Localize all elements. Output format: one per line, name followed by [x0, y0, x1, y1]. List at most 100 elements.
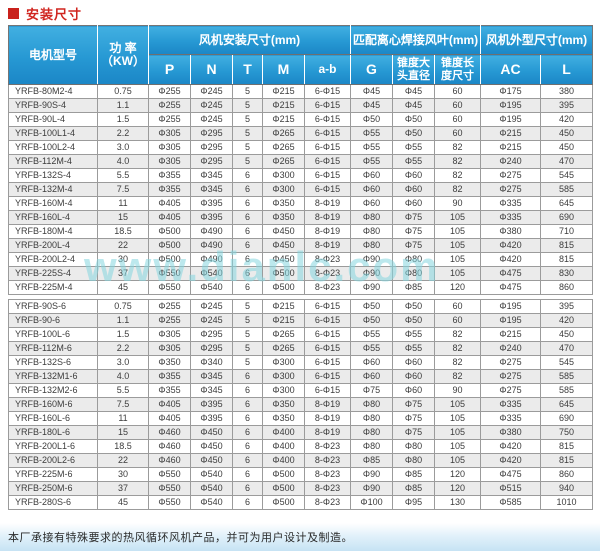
value-cell: Φ245 [190, 313, 233, 328]
value-cell: 5.5 [97, 168, 149, 183]
table-row: YRFB-160L-4 15 Φ405 Φ395 6 Φ350 8-Φ19 Φ80 Φ75 105… [8, 210, 594, 225]
header-group-install-dims: 风机安装尺寸(mm) [148, 25, 351, 55]
value-cell: 82 [434, 341, 481, 356]
value-cell: 18.5 [97, 439, 149, 454]
value-cell: Φ305 [148, 140, 191, 155]
value-cell: Φ400 [262, 453, 305, 468]
value-cell: Φ540 [190, 481, 233, 496]
value-cell: Φ500 [148, 238, 191, 253]
value-cell: Φ55 [392, 341, 435, 356]
value-cell: Φ400 [262, 425, 305, 440]
value-cell: Φ395 [190, 196, 233, 211]
value-cell: Φ80 [392, 453, 435, 468]
model-cell: YRFB-160L-6 [8, 411, 98, 426]
value-cell: Φ300 [262, 182, 305, 197]
value-cell: Φ80 [392, 252, 435, 267]
value-cell: Φ75 [392, 425, 435, 440]
value-cell: Φ215 [262, 112, 305, 127]
value-cell: 710 [540, 224, 594, 239]
value-cell: Φ90 [350, 467, 393, 482]
value-cell: 380 [540, 84, 594, 99]
value-cell: Φ395 [190, 210, 233, 225]
model-cell: YRFB-225M-4 [8, 280, 98, 295]
value-cell: Φ215 [480, 140, 542, 155]
value-cell: Φ275 [480, 182, 542, 197]
value-cell: 8-Φ19 [304, 238, 351, 253]
value-cell: 60 [434, 313, 481, 328]
header-g: G [350, 54, 393, 85]
value-cell: Φ80 [350, 425, 393, 440]
value-cell: 5 [232, 355, 263, 370]
table-row: YRFB-225S-4 37 Φ550 Φ540 6 Φ500 8-Φ23 Φ90 Φ80 105… [8, 266, 594, 281]
value-cell: Φ350 [262, 196, 305, 211]
value-cell: Φ460 [148, 453, 191, 468]
value-cell: 120 [433, 280, 482, 295]
value-cell: 645 [540, 397, 593, 412]
value-cell: Φ335 [480, 196, 542, 211]
header-l: L [540, 54, 594, 85]
model-cell: YRFB-100L-6 [8, 327, 98, 342]
value-cell: 8-Φ23 [304, 252, 351, 267]
value-cell: Φ265 [262, 154, 305, 169]
table-row: YRFB-225M-4 45 Φ550 Φ540 6 Φ500 8-Φ23 Φ90 Φ85 120… [8, 280, 594, 295]
value-cell: 8-Φ23 [304, 495, 351, 510]
value-cell: Φ295 [190, 327, 233, 342]
model-cell: YRFB-200L-4 [8, 238, 98, 253]
value-cell: Φ60 [350, 168, 393, 183]
value-cell: Φ275 [480, 355, 541, 370]
value-cell: 645 [540, 196, 594, 211]
value-cell: Φ75 [392, 397, 435, 412]
value-cell: Φ550 [148, 266, 191, 281]
value-cell: Φ60 [392, 182, 435, 197]
value-cell: Φ500 [262, 495, 305, 510]
value-cell: 815 [540, 252, 594, 267]
table-row: YRFB-200L2-4 30 Φ500 Φ490 6 Φ450 8-Φ23 Φ90 Φ80 10… [8, 252, 594, 267]
value-cell: 120 [434, 467, 481, 482]
value-cell: Φ75 [392, 210, 435, 225]
value-cell: Φ215 [262, 313, 305, 328]
value-cell: Φ80 [350, 439, 393, 454]
value-cell: Φ55 [350, 140, 393, 155]
value-cell: Φ255 [148, 84, 191, 99]
value-cell: Φ265 [262, 126, 305, 141]
value-cell: Φ80 [350, 397, 393, 412]
value-cell: 8-Φ23 [304, 467, 351, 482]
table-row: YRFB-90S-4 1.1 Φ255 Φ245 5 Φ215 6-Φ15 Φ45 Φ45 60 Φ… [8, 98, 594, 113]
value-cell: 5 [232, 313, 263, 328]
value-cell: Φ305 [148, 327, 191, 342]
model-cell: YRFB-160M-6 [8, 397, 98, 412]
value-cell: Φ265 [262, 140, 305, 155]
value-cell: 37 [97, 266, 149, 281]
value-cell: Φ60 [392, 168, 435, 183]
value-cell: Φ350 [148, 355, 191, 370]
value-cell: Φ550 [148, 280, 191, 295]
table-row: YRFB-100L1-4 2.2 Φ305 Φ295 5 Φ265 6-Φ15 Φ55 Φ50 6… [8, 126, 594, 141]
value-cell: Φ395 [190, 397, 233, 412]
value-cell: 940 [540, 481, 593, 496]
value-cell: 11 [97, 196, 149, 211]
table-row: YRFB-90-6 1.1 Φ255 Φ245 5 Φ215 6-Φ15 Φ50 Φ50 60 Φ1… [8, 313, 593, 328]
value-cell: Φ475 [480, 467, 541, 482]
value-cell: 6-Φ15 [304, 369, 351, 384]
header-t: T [232, 54, 263, 85]
value-cell: Φ215 [480, 327, 541, 342]
value-cell: Φ380 [480, 425, 541, 440]
value-cell: Φ55 [350, 327, 393, 342]
value-cell: 6 [232, 168, 263, 183]
value-cell: Φ90 [350, 266, 393, 281]
table-row: YRFB-112M-6 2.2 Φ305 Φ295 5 Φ265 6-Φ15 Φ55 Φ55 82… [8, 341, 593, 356]
spec-table-series-6: YRFB-90S-6 0.75 Φ255 Φ245 5 Φ215 6-Φ15 Φ50 Φ50 60… [8, 299, 593, 510]
table-header: 电机型号 功 率 （KW） 风机安装尺寸(mm) 匹配离心焊接风叶(mm) 风机… [8, 25, 594, 85]
value-cell: 6 [232, 453, 263, 468]
table-row: YRFB-160L-6 11 Φ405 Φ395 6 Φ350 8-Φ19 Φ80 Φ75 105… [8, 411, 593, 426]
value-cell: Φ55 [350, 341, 393, 356]
value-cell: Φ340 [190, 355, 233, 370]
value-cell: 395 [540, 299, 593, 314]
value-cell: Φ60 [350, 355, 393, 370]
value-cell: Φ60 [392, 355, 435, 370]
value-cell: Φ195 [480, 112, 542, 127]
value-cell: Φ490 [190, 224, 233, 239]
value-cell: Φ405 [148, 210, 191, 225]
value-cell: 6 [232, 280, 263, 295]
